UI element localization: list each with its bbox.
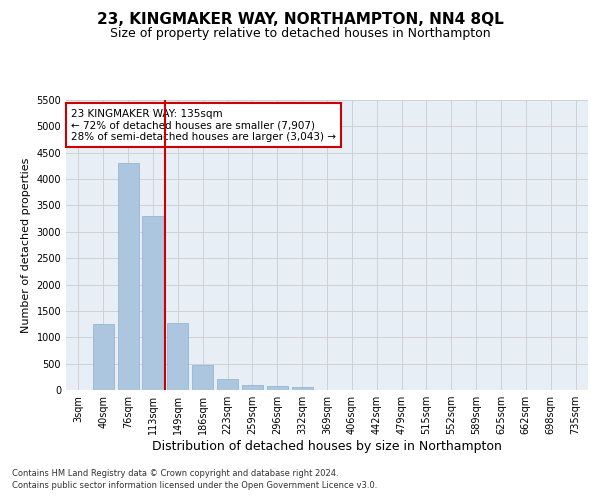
Text: Contains public sector information licensed under the Open Government Licence v3: Contains public sector information licen… [12, 481, 377, 490]
Text: 23, KINGMAKER WAY, NORTHAMPTON, NN4 8QL: 23, KINGMAKER WAY, NORTHAMPTON, NN4 8QL [97, 12, 503, 28]
Bar [142, 216, 164, 390]
Bar [217, 380, 238, 390]
Text: Size of property relative to detached houses in Northampton: Size of property relative to detached ho… [110, 28, 490, 40]
Bar [242, 384, 263, 390]
Bar [118, 164, 139, 390]
Text: Contains HM Land Registry data © Crown copyright and database right 2024.: Contains HM Land Registry data © Crown c… [12, 468, 338, 477]
Bar [192, 364, 213, 390]
Bar [93, 324, 114, 390]
Bar [267, 386, 288, 390]
Bar [167, 323, 188, 390]
Bar [292, 388, 313, 390]
Y-axis label: Number of detached properties: Number of detached properties [21, 158, 31, 332]
Text: 23 KINGMAKER WAY: 135sqm
← 72% of detached houses are smaller (7,907)
28% of sem: 23 KINGMAKER WAY: 135sqm ← 72% of detach… [71, 108, 336, 142]
X-axis label: Distribution of detached houses by size in Northampton: Distribution of detached houses by size … [152, 440, 502, 453]
